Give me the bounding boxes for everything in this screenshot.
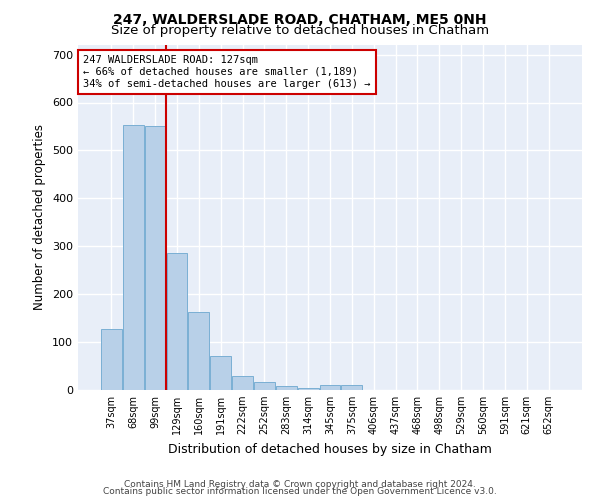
Text: Size of property relative to detached houses in Chatham: Size of property relative to detached ho… [111, 24, 489, 37]
Bar [188, 312, 209, 390]
Bar [320, 385, 340, 390]
X-axis label: Distribution of detached houses by size in Chatham: Distribution of detached houses by size … [168, 442, 492, 456]
Y-axis label: Number of detached properties: Number of detached properties [34, 124, 46, 310]
Bar [145, 126, 166, 390]
Bar [276, 386, 296, 390]
Bar [101, 329, 122, 390]
Text: Contains public sector information licensed under the Open Government Licence v3: Contains public sector information licen… [103, 488, 497, 496]
Text: 247, WALDERSLADE ROAD, CHATHAM, ME5 0NH: 247, WALDERSLADE ROAD, CHATHAM, ME5 0NH [113, 12, 487, 26]
Text: Contains HM Land Registry data © Crown copyright and database right 2024.: Contains HM Land Registry data © Crown c… [124, 480, 476, 489]
Bar [254, 382, 275, 390]
Bar [341, 385, 362, 390]
Bar [167, 254, 187, 390]
Bar [123, 124, 143, 390]
Text: 247 WALDERSLADE ROAD: 127sqm
← 66% of detached houses are smaller (1,189)
34% of: 247 WALDERSLADE ROAD: 127sqm ← 66% of de… [83, 56, 371, 88]
Bar [210, 356, 231, 390]
Bar [232, 376, 253, 390]
Bar [298, 388, 319, 390]
